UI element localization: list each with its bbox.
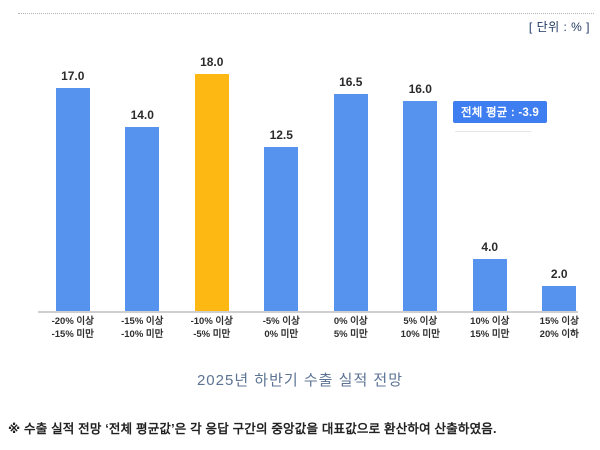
bar-column-6: 4.0 bbox=[455, 40, 525, 312]
bar bbox=[472, 259, 507, 312]
bar bbox=[542, 285, 577, 312]
top-divider bbox=[18, 13, 594, 14]
bar-value-label: 17.0 bbox=[61, 68, 85, 83]
bar bbox=[403, 100, 438, 312]
bar bbox=[125, 127, 160, 312]
badge-underline-divider bbox=[455, 131, 531, 132]
x-axis-tick-label: -5% 이상 0% 미만 bbox=[262, 316, 300, 340]
bar-value-label: 12.5 bbox=[269, 128, 293, 142]
bar-chart: 17.0 14.0 18.0 12.5 16.5 16.0 4.0 2.0 bbox=[38, 40, 594, 312]
bar bbox=[333, 94, 368, 312]
footnote: ※ 수출 실적 전망 ‘전체 평균값’은 각 응답 구간의 중앙값을 대표값으로… bbox=[8, 422, 497, 436]
bar-value-label: 14.0 bbox=[130, 108, 154, 123]
chart-title: 2025년 하반기 수출 실적 전망 bbox=[196, 372, 404, 389]
bar bbox=[264, 147, 299, 312]
bar-column-0: 17.0 bbox=[38, 40, 108, 312]
bar bbox=[55, 87, 90, 312]
x-axis-tick-label: -10% 이상 -5% 미만 bbox=[190, 316, 233, 340]
bar-column-5: 16.0 bbox=[386, 40, 456, 312]
x-axis-tick-label: 15% 이상 20% 이하 bbox=[539, 316, 579, 340]
bar-value-label: 4.0 bbox=[481, 240, 499, 255]
bar-column-1: 14.0 bbox=[108, 40, 178, 312]
bar-value-label: 16.0 bbox=[408, 81, 432, 96]
x-axis-tick-label: 0% 이상 5% 미만 bbox=[333, 316, 368, 340]
bar-column-4: 16.5 bbox=[316, 40, 386, 312]
bar-column-3: 12.5 bbox=[247, 40, 317, 312]
x-axis-tick-label: -15% 이상 -10% 미만 bbox=[121, 316, 164, 340]
bar-column-7: 2.0 bbox=[525, 40, 595, 312]
bar-value-label: 16.5 bbox=[339, 75, 363, 90]
x-axis-tick-label: -20% 이상 -15% 미만 bbox=[51, 316, 94, 340]
bar-value-label: 18.0 bbox=[200, 55, 224, 70]
bar-highlighted bbox=[194, 74, 229, 312]
x-axis-tick-label: 10% 이상 15% 미만 bbox=[470, 316, 510, 340]
bar-value-label: 2.0 bbox=[550, 266, 568, 281]
unit-label: [ 단위 : % ] bbox=[528, 20, 590, 34]
x-axis-labels: -20% 이상 -15% 미만 -15% 이상 -10% 미만 -10% 이상 -5… bbox=[38, 316, 594, 342]
x-axis-line bbox=[38, 311, 578, 313]
overall-average-badge: 전체 평균 : -3.9 bbox=[453, 101, 547, 123]
x-axis-tick-label: 5% 이상 10% 미만 bbox=[400, 316, 440, 340]
bar-column-2: 18.0 bbox=[177, 40, 247, 312]
